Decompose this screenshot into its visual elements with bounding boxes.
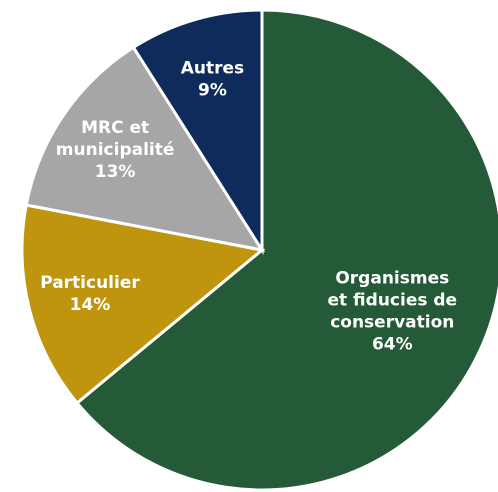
- value-label: 9%: [198, 80, 227, 100]
- pie-slice: [131, 8, 264, 256]
- value-label: 13%: [95, 162, 136, 182]
- slice-label-line: MRC et: [81, 118, 149, 138]
- slice-label-line: et fiducies de: [327, 290, 457, 310]
- value-label: 64%: [372, 334, 413, 354]
- pie-slice: [74, 8, 498, 492]
- slice-label: Autres: [181, 58, 244, 78]
- value-label: 14%: [70, 295, 111, 315]
- slice-label: Organismes et fiducies de conservation: [327, 268, 457, 332]
- slice-label-line: Particulier: [40, 273, 140, 293]
- slice-label: Particulier: [40, 273, 140, 293]
- pie-slice: [20, 203, 266, 406]
- slice-label: MRC et municipalité: [56, 118, 175, 160]
- slice-label-line: Autres: [181, 58, 244, 78]
- slice-label-line: conservation: [330, 312, 454, 332]
- pie-slice: [24, 45, 266, 253]
- slice-label-line: municipalité: [56, 140, 175, 160]
- slice-label-line: Organismes: [335, 268, 449, 288]
